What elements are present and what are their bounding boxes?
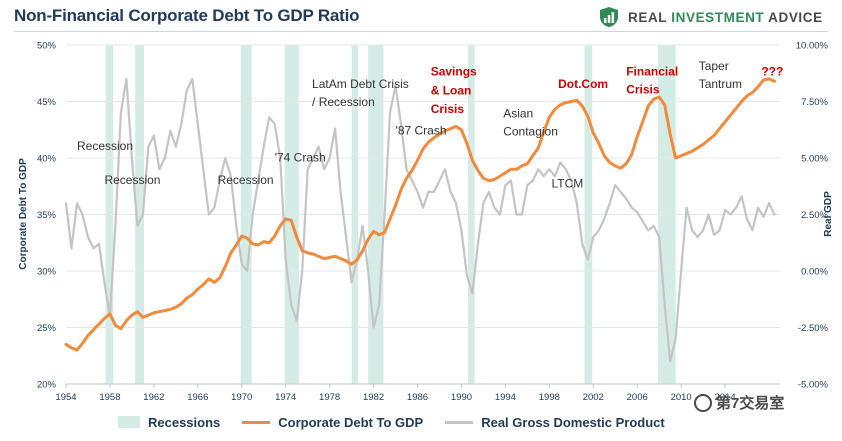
x-tick-label: 2006 (627, 392, 648, 403)
annotation-label: Dot.Com (558, 77, 608, 91)
x-tick-label: 1962 (143, 392, 164, 403)
y-axis-left-title: Corporate Debt To GDP (18, 158, 29, 270)
x-tick-label: 1982 (363, 392, 384, 403)
debt-series-line (64, 77, 776, 352)
watermark: 第7交易室 (694, 392, 784, 413)
annotation-label: Recession (104, 173, 160, 187)
x-tick-label: 2010 (671, 392, 692, 403)
annotation-label: Asian (503, 106, 533, 120)
annotation-label: Crisis (626, 83, 660, 97)
brand-name: REAL INVESTMENT ADVICE (628, 10, 823, 25)
annotation-label: Recession (77, 139, 133, 153)
y-left-tick-label: 20% (37, 380, 57, 391)
annotation-label: Savings (431, 65, 477, 79)
brand-name-prefix: REAL (628, 9, 672, 25)
y-right-tick-label: 2.50% (801, 210, 828, 221)
title-divider (14, 31, 828, 32)
annotation-label: LatAm Debt Crisis (312, 77, 409, 91)
x-tick-label: 1966 (187, 392, 208, 403)
wechat-icon (694, 393, 712, 412)
legend-item-recessions: Recessions (118, 415, 220, 430)
y-axis-right-title: Real GDP (823, 191, 834, 237)
legend-label-recessions: Recessions (148, 414, 221, 430)
y-left-tick-label: 50% (37, 41, 57, 52)
y-right-tick-label: -2.50% (798, 323, 829, 334)
annotation-label: Crisis (431, 102, 465, 116)
chart-legend: Recessions Corporate Debt To GDP Real Gr… (118, 412, 687, 432)
brand-shield-icon (600, 7, 618, 27)
x-tick-label: 1998 (539, 392, 560, 403)
annotation-label: LTCM (552, 176, 584, 190)
brand-logo-block: REAL INVESTMENT ADVICE (598, 6, 823, 28)
x-tick-label: 1974 (275, 392, 296, 403)
brand-name-accent: INVESTMENT (671, 9, 765, 25)
chart-title: Non-Financial Corporate Debt To GDP Rati… (14, 6, 360, 25)
annotation-label: & Loan (431, 84, 472, 98)
legend-item-gdp: Real Gross Domestic Product (445, 415, 665, 430)
legend-swatch-recessions (118, 416, 140, 428)
y-left-tick-label: 40% (37, 154, 57, 165)
annotation-label: Tantrum (699, 77, 742, 91)
x-tick-label: 2002 (583, 392, 604, 403)
annotation-label: '87 Crash (396, 123, 447, 137)
series-lines (64, 77, 776, 363)
x-tick-label: 1994 (495, 392, 516, 403)
y-right-tick-label: 5.00% (801, 154, 828, 165)
legend-swatch-debt (242, 420, 271, 424)
annotation-label: / Recession (312, 95, 375, 109)
annotation-label: Financial (626, 65, 678, 79)
legend-label-gdp: Real Gross Domestic Product (481, 414, 665, 430)
y-left-tick-label: 30% (37, 267, 57, 278)
x-tick-label: 2014 (715, 392, 736, 403)
annotation-label: Contagion (503, 124, 558, 138)
x-tick-label: 1954 (55, 392, 76, 403)
annotation-label: '74 Crash (275, 150, 326, 164)
chart-plot: 20% 25% 30% 35% 40% 45% 50% -5.00% -2.50% 0.00% 2.… (18, 41, 834, 404)
axis-ticks: 20% 25% 30% 35% 40% 45% 50% -5.00% -2.50% 0.00% 2.… (37, 41, 829, 404)
y-right-tick-label: 10.00% (796, 41, 829, 52)
legend-item-debt: Corporate Debt To GDP (242, 415, 423, 430)
annotation-label: Recession (218, 173, 274, 187)
x-tick-label: 1978 (319, 392, 340, 403)
brand-name-suffix: ADVICE (764, 9, 823, 25)
x-tick-label: 1958 (99, 392, 120, 403)
annotation-label: Taper (699, 59, 729, 73)
x-tick-label: 1990 (451, 392, 472, 403)
watermark-text: 第7交易室 (716, 395, 785, 412)
x-tick-label: 1970 (231, 392, 252, 403)
y-left-tick-label: 35% (37, 210, 57, 221)
annotation-label: ??? (761, 65, 783, 79)
y-right-tick-label: -5.00% (798, 380, 829, 391)
x-tick-label: 1986 (407, 392, 428, 403)
gdp-series-line (64, 77, 776, 363)
y-left-tick-label: 25% (37, 323, 57, 334)
legend-swatch-gdp (445, 420, 474, 424)
y-right-tick-label: 0.00% (801, 267, 828, 278)
y-left-tick-label: 45% (37, 97, 57, 108)
y-right-tick-label: 7.50% (801, 97, 828, 108)
legend-label-debt: Corporate Debt To GDP (278, 414, 424, 430)
